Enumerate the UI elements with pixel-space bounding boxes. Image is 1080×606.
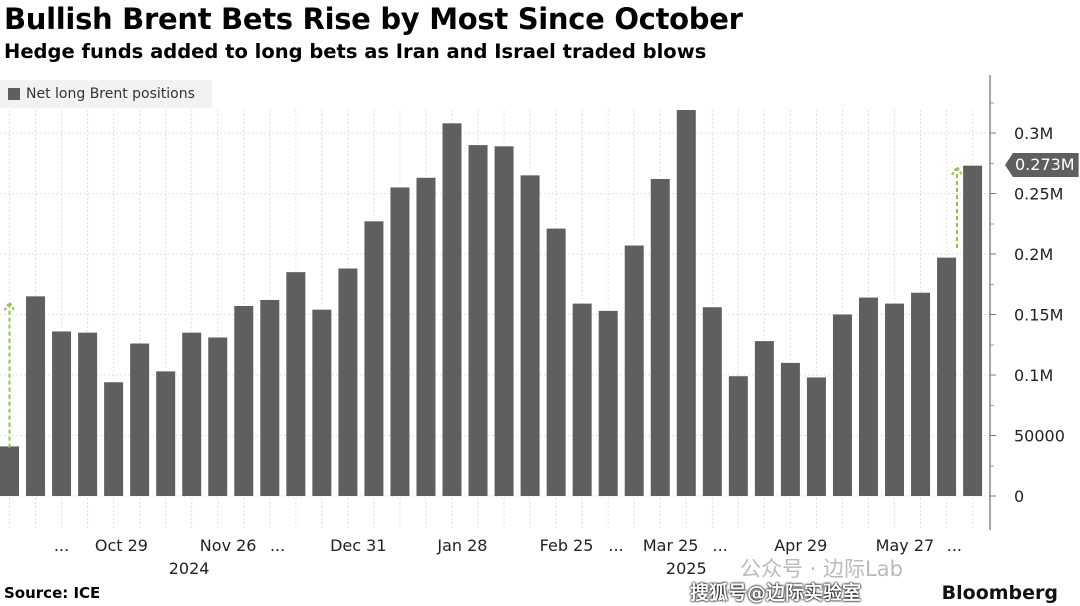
bar — [390, 187, 410, 496]
x-year-label: 2025 — [665, 559, 707, 578]
x-tick-label: ... — [946, 536, 963, 555]
watermark-sohu: 搜狐号@边际实验室 — [690, 582, 862, 604]
bar — [572, 303, 592, 496]
x-tick-label: Mar 25 — [642, 536, 699, 555]
bar — [858, 297, 878, 496]
bar — [442, 123, 462, 496]
bar — [937, 257, 957, 496]
bar — [702, 307, 722, 496]
x-tick-label: ... — [608, 536, 624, 555]
bar — [676, 110, 696, 496]
legend-label: Net long Brent positions — [26, 86, 195, 102]
y-tick-label: 0.2M — [1014, 245, 1053, 264]
bar — [260, 299, 280, 496]
bar — [468, 145, 488, 496]
bar — [780, 362, 800, 496]
y-tick-label: 0.15M — [1014, 306, 1063, 325]
legend-swatch — [8, 88, 20, 100]
bar — [963, 165, 983, 497]
arrow-head-icon — [951, 164, 963, 176]
x-tick-label: ... — [712, 536, 728, 555]
x-tick-label: Dec 31 — [330, 536, 387, 555]
x-tick-label: Feb 25 — [539, 536, 594, 555]
bar — [286, 272, 306, 496]
x-tick-label: Nov 26 — [199, 536, 257, 555]
bar — [728, 376, 748, 496]
bar — [546, 228, 566, 496]
bar — [520, 175, 540, 496]
chart-subtitle: Hedge funds added to long bets as Iran a… — [4, 40, 707, 63]
bar — [624, 245, 644, 496]
last-value-label: 0.273M — [1005, 153, 1079, 177]
bar — [156, 371, 176, 496]
bar — [182, 332, 202, 496]
x-tick-label: Oct 29 — [94, 536, 148, 555]
bar — [338, 268, 358, 496]
bar — [885, 303, 905, 496]
bar — [0, 446, 19, 496]
x-year-label: 2024 — [168, 559, 210, 578]
y-tick-label: 0.1M — [1014, 366, 1053, 385]
source-note: Source: ICE — [4, 584, 101, 602]
bar — [911, 292, 931, 496]
bar — [234, 306, 254, 496]
bar — [364, 221, 384, 496]
y-tick-label: 0 — [1014, 487, 1024, 506]
x-tick-label: May 27 — [875, 536, 935, 555]
x-tick-label: ... — [269, 536, 286, 555]
bar — [416, 177, 436, 496]
x-tick-label: Apr 29 — [774, 536, 828, 555]
y-tick-label: 0.25M — [1014, 185, 1063, 204]
watermark-wechat: 公众号 · 边际Lab — [740, 557, 903, 581]
x-tick-label: Jan 28 — [437, 536, 488, 555]
y-tick-label: 50000 — [1014, 427, 1065, 446]
bar — [806, 377, 826, 496]
bar — [208, 337, 228, 496]
bar — [130, 343, 150, 496]
bar — [26, 296, 46, 496]
bar — [312, 309, 332, 496]
bar — [494, 146, 514, 496]
bar — [78, 332, 98, 496]
bar — [754, 341, 774, 496]
bar — [52, 331, 72, 496]
bar — [832, 314, 852, 496]
legend: Net long Brent positions — [0, 80, 212, 108]
bar — [650, 178, 670, 497]
bar — [598, 310, 618, 496]
bar — [104, 382, 124, 496]
x-tick-label: ... — [53, 536, 70, 555]
bloomberg-logo: Bloomberg — [941, 582, 1058, 604]
arrow-head-icon — [3, 300, 16, 311]
chart-title: Bullish Brent Bets Rise by Most Since Oc… — [4, 2, 743, 36]
y-tick-label: 0.3M — [1014, 124, 1053, 143]
